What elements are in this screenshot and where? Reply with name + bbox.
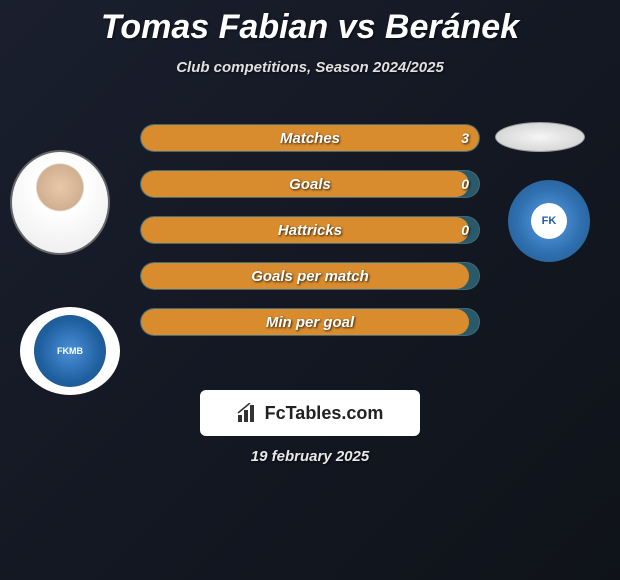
team-right-badge-inner: FK <box>531 203 567 239</box>
stat-row-goals-per-match: Goals per match <box>140 262 480 290</box>
player-right-avatar <box>495 122 585 152</box>
stat-label: Matches <box>141 125 479 151</box>
page-title: Tomas Fabian vs Beránek <box>0 0 620 47</box>
stat-label: Goals <box>141 171 479 197</box>
team-right-badge: FK <box>508 180 590 262</box>
stat-label: Min per goal <box>141 309 479 335</box>
team-left-badge: FKMB <box>20 307 120 395</box>
stat-row-matches: Matches 3 <box>140 124 480 152</box>
stat-row-min-per-goal: Min per goal <box>140 308 480 336</box>
stats-container: Matches 3 Goals 0 Hattricks 0 Goals per … <box>140 124 480 354</box>
team-left-badge-inner: FKMB <box>34 315 106 387</box>
player-left-avatar <box>10 150 110 255</box>
stat-label: Hattricks <box>141 217 479 243</box>
stat-value-right: 3 <box>461 125 469 151</box>
footer-date: 19 february 2025 <box>0 448 620 465</box>
stat-value-right: 0 <box>461 217 469 243</box>
brand-text: FcTables.com <box>265 403 384 424</box>
stat-row-goals: Goals 0 <box>140 170 480 198</box>
page-subtitle: Club competitions, Season 2024/2025 <box>0 59 620 76</box>
stat-label: Goals per match <box>141 263 479 289</box>
stat-row-hattricks: Hattricks 0 <box>140 216 480 244</box>
chart-icon <box>237 403 259 423</box>
brand-logo[interactable]: FcTables.com <box>200 390 420 436</box>
stat-value-right: 0 <box>461 171 469 197</box>
